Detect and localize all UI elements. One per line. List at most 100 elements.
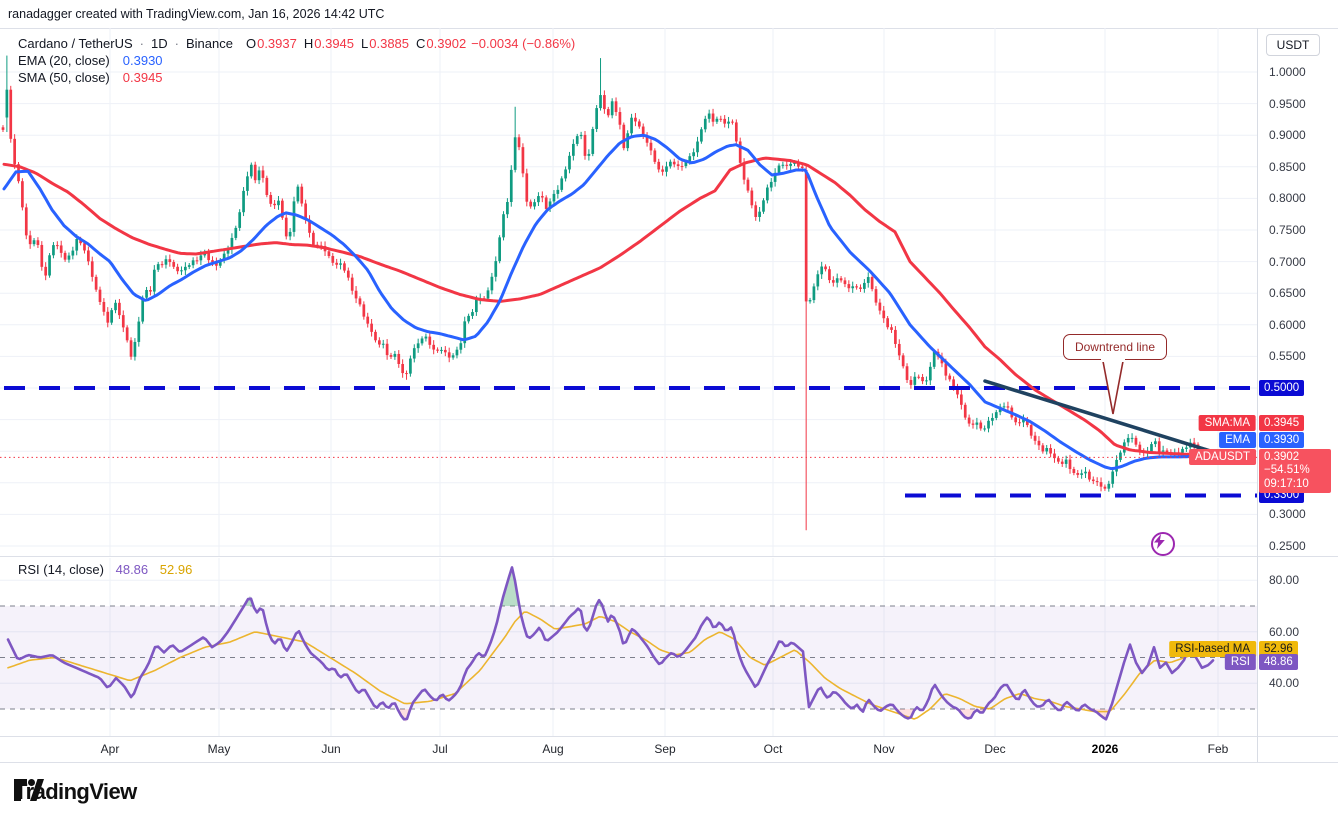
candle-up (812, 286, 816, 301)
candle-up (48, 255, 51, 276)
candle-down (1037, 440, 1041, 446)
candle-down (265, 177, 269, 195)
candle-down (800, 166, 804, 169)
price-tick-label: 0.9500 (1269, 96, 1306, 111)
candle-up (141, 297, 145, 322)
candle-down (94, 276, 98, 290)
ohlc-values: O0.3937 H0.3945 L0.3885 C0.3902 (245, 36, 467, 51)
candle-up (67, 255, 71, 260)
candle-down (312, 232, 315, 245)
rsi-pane[interactable] (0, 558, 1257, 736)
candle-down (149, 289, 152, 292)
candle-up (552, 193, 556, 202)
candle-down (967, 417, 971, 424)
rsi-tick-label: 60.00 (1269, 624, 1300, 639)
symbol-name[interactable]: Cardano / TetherUS (18, 36, 133, 51)
candle-down (641, 126, 645, 136)
tradingview-logo[interactable]: TradingView (14, 779, 137, 805)
candle-down (1041, 445, 1045, 452)
candle-down (343, 263, 346, 271)
candle-down (921, 376, 924, 382)
candle-up (455, 349, 459, 356)
chart-top-border (0, 28, 1338, 29)
candle-up (1115, 459, 1118, 472)
candle-down (362, 304, 366, 317)
candle-up (145, 289, 148, 298)
month-label-Aug: Aug (542, 742, 564, 756)
candle-up (1002, 406, 1006, 408)
candle-up (987, 420, 990, 429)
candle-up (184, 266, 187, 271)
time-axis[interactable]: Apr May Jun Jul Aug Sep Oct Nov Dec 2026 Feb (0, 737, 1338, 762)
pane-divider[interactable] (0, 556, 1338, 557)
candle-up (669, 161, 672, 167)
candle-up (475, 299, 478, 313)
candle-down (176, 266, 179, 272)
price-pane[interactable] (0, 28, 1257, 556)
candle-down (653, 150, 657, 162)
lightning-icon[interactable] (1151, 532, 1175, 556)
month-label-Jun: Jun (321, 742, 341, 756)
downtrend-callout[interactable]: Downtrend line (1063, 334, 1167, 362)
downtrend-trendline[interactable] (983, 379, 1213, 454)
tradingview-logo-icon (14, 779, 44, 801)
candle-down (890, 327, 893, 330)
sma-label: SMA (50, close) (18, 70, 110, 85)
candle-down (1025, 419, 1029, 426)
candle-up (983, 428, 986, 430)
candle-up (579, 134, 583, 137)
candle-up (599, 95, 602, 109)
candle-up (707, 113, 711, 119)
currency-toggle-button[interactable]: USDT (1266, 34, 1320, 56)
sma-indicator-row[interactable]: SMA (50, close) 0.3945 (18, 69, 575, 86)
rsi-chart-canvas[interactable] (0, 558, 1257, 736)
candle-down (436, 349, 439, 351)
candle-up (292, 201, 296, 232)
candle-up (696, 141, 699, 153)
candle-up (866, 277, 870, 283)
month-label-Oct: Oct (763, 742, 783, 756)
candle-up (249, 164, 253, 177)
price-tick-label: 1.0000 (1269, 65, 1306, 79)
price-axis-border (1257, 28, 1258, 762)
price-chart-canvas[interactable] (0, 28, 1257, 556)
exchange-label: Binance (185, 36, 233, 51)
candle-up (715, 118, 719, 122)
candle-down (618, 112, 622, 125)
candle-up (75, 238, 79, 251)
candle-up (630, 117, 633, 134)
candle-down (63, 252, 67, 260)
candle-up (568, 155, 571, 170)
candle-up (71, 250, 75, 256)
legend-separator: · (174, 36, 179, 51)
interval-label[interactable]: 1D (151, 36, 168, 51)
candle-down (211, 260, 214, 263)
ema-indicator-row[interactable]: EMA (20, close) 0.3930 (18, 52, 575, 69)
rsi-band (0, 606, 1257, 709)
candle-down (1103, 486, 1107, 489)
candle-up (932, 351, 936, 367)
candle-down (517, 137, 521, 148)
candle-down (261, 170, 265, 178)
candle-down (649, 142, 653, 151)
candle-down (13, 138, 16, 165)
candle-down (374, 331, 377, 341)
candle-down (521, 147, 525, 174)
candle-down (583, 134, 587, 156)
candle-down (723, 118, 727, 124)
price-axis[interactable]: USDT 1.0000 0.9500 0.9000 0.8500 0.8000 0.750… (1257, 28, 1338, 762)
candle-down (121, 315, 125, 328)
candle-down (304, 203, 307, 220)
candle-up (626, 133, 630, 149)
candle-down (897, 343, 901, 356)
rsi-line (6, 566, 1215, 721)
rsi-tick-label: 40.00 (1269, 676, 1300, 691)
candle-down (979, 422, 983, 429)
candle-down (1018, 422, 1021, 424)
candle-down (40, 244, 44, 267)
rsi-legend[interactable]: RSI (14, close) 48.86 52.96 (18, 562, 200, 577)
candle-up (575, 136, 579, 144)
candle-up (1150, 444, 1153, 452)
symbol-row[interactable]: Cardano / TetherUS · 1D · Binance O0.393… (18, 35, 575, 52)
